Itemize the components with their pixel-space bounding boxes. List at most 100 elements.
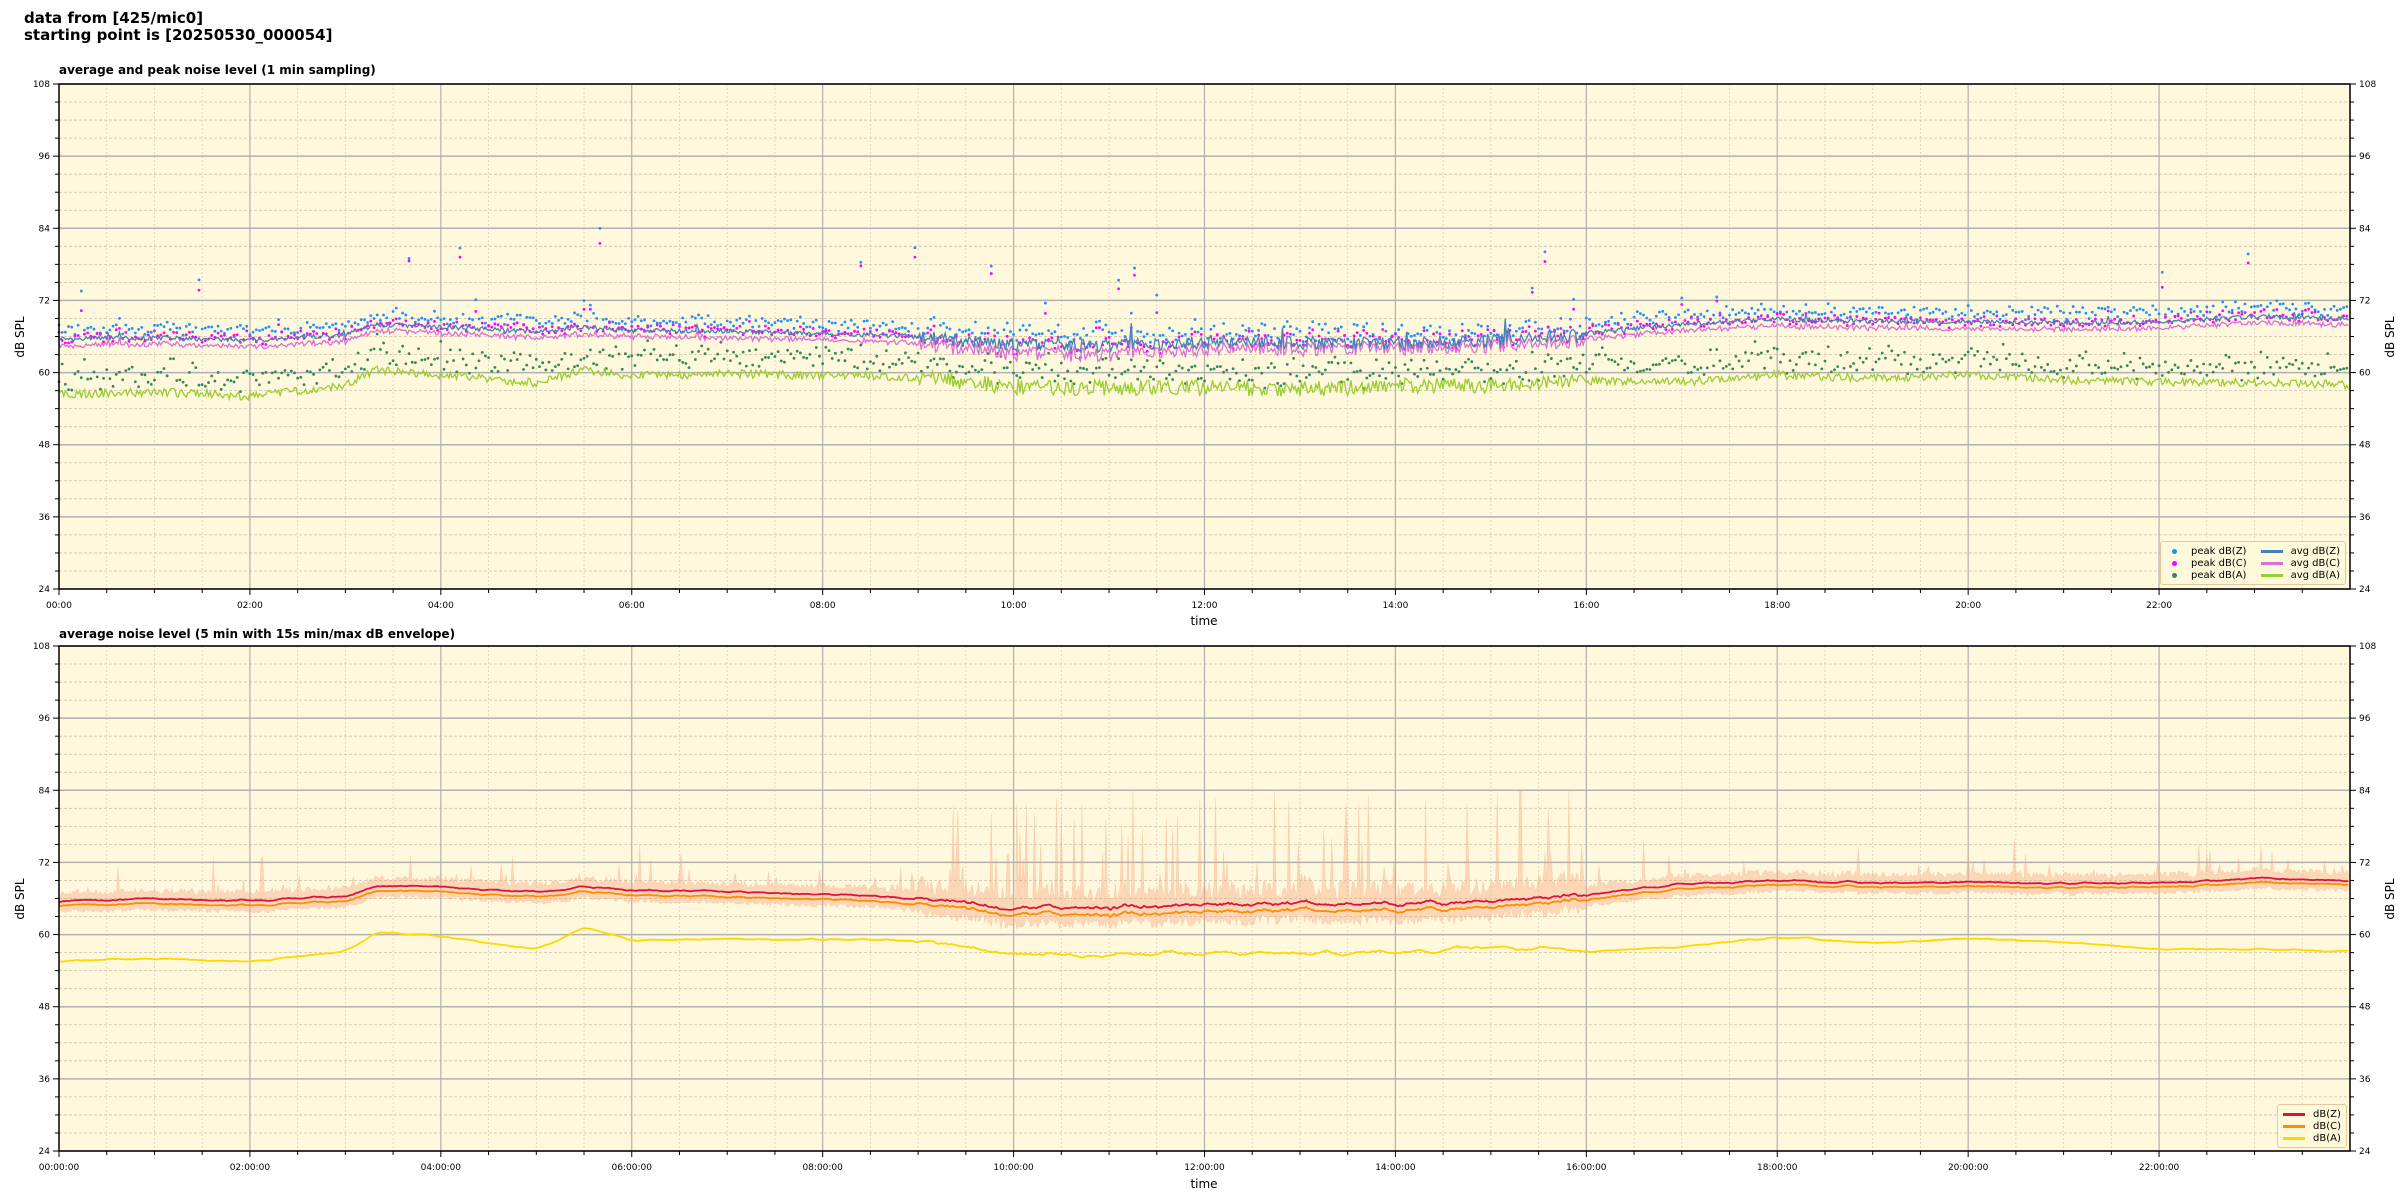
peak-point-z <box>1763 307 1766 311</box>
peak-point-c <box>1308 331 1311 335</box>
peak-point-z <box>1365 322 1369 325</box>
peak-point-a <box>1349 361 1353 365</box>
peak-point-z <box>598 226 602 230</box>
peak-point-z <box>258 329 261 332</box>
y-tick-label-left: 96 <box>39 714 51 724</box>
peak-point-a <box>544 368 548 372</box>
peak-point-a <box>1406 368 1410 372</box>
peak-point-a <box>1209 368 1213 371</box>
peak-point-c <box>1559 327 1563 330</box>
peak-point-a <box>964 372 968 375</box>
peak-point-z <box>907 329 910 333</box>
peak-point-a <box>1763 366 1766 370</box>
peak-point-z <box>2275 299 2279 303</box>
peak-point-z <box>830 321 834 325</box>
peak-point-a <box>401 344 405 348</box>
peak-point-a <box>1686 371 1690 375</box>
peak-point-a <box>1896 353 1900 357</box>
peak-point-z <box>458 246 462 250</box>
peak-point-z <box>200 327 204 331</box>
y-tick-label-left: 96 <box>39 152 51 162</box>
peak-point-a <box>595 363 599 367</box>
peak-point-z <box>1193 318 1197 321</box>
peak-point-c <box>2218 313 2221 317</box>
peak-point-a <box>445 360 449 364</box>
peak-point-c <box>86 331 90 335</box>
peak-point-a <box>2323 372 2326 376</box>
peak-point-a <box>763 355 767 359</box>
peak-point-c <box>490 325 494 329</box>
peak-point-a <box>875 354 879 358</box>
peak-point-z <box>1260 322 1264 326</box>
peak-point-a <box>1285 362 1289 366</box>
peak-point-z <box>168 328 172 331</box>
peak-point-a <box>1190 365 1194 369</box>
peak-point-a <box>197 383 201 387</box>
peak-point-c <box>967 333 971 337</box>
y-tick-label-right: 48 <box>2359 441 2371 451</box>
peak-point-z <box>1136 330 1140 333</box>
peak-point-c <box>748 319 751 323</box>
peak-point-c <box>849 332 853 336</box>
x-tick-label: 04:00:00 <box>421 1163 462 1173</box>
peak-point-z <box>404 313 408 317</box>
peak-point-c <box>827 329 831 333</box>
peak-point-z <box>140 325 144 329</box>
peak-point-a <box>1180 366 1184 370</box>
peak-point-z <box>2342 306 2346 309</box>
peak-point-c <box>401 324 405 327</box>
peak-point-a <box>340 370 344 374</box>
peak-point-a <box>1034 363 1038 367</box>
peak-point-z <box>207 325 210 329</box>
peak-point-a <box>483 354 487 358</box>
peak-point-z <box>1530 286 1534 290</box>
peak-point-z <box>2043 306 2046 309</box>
peak-point-a <box>1432 373 1435 376</box>
peak-point-z <box>894 327 898 331</box>
peak-point-a <box>522 368 525 371</box>
peak-point-z <box>2046 307 2050 310</box>
peak-point-a <box>452 359 455 362</box>
peak-point-c <box>1664 328 1668 332</box>
peak-point-c <box>1823 316 1827 320</box>
peak-point-z <box>2208 310 2212 314</box>
peak-point-c <box>2043 317 2046 321</box>
peak-point-a <box>1133 365 1136 368</box>
peak-point-z <box>865 319 869 323</box>
peak-point-z <box>1104 323 1108 327</box>
peak-point-z <box>1731 308 1735 311</box>
peak-point-c <box>2195 314 2199 318</box>
peak-point-z <box>114 323 118 327</box>
peak-point-a <box>1718 359 1722 363</box>
peak-point-a <box>2345 366 2349 370</box>
peak-point-a <box>2173 363 2177 367</box>
peak-point-a <box>1584 370 1588 374</box>
peak-point-a <box>1546 353 1550 357</box>
peak-point-a <box>2275 360 2279 364</box>
peak-point-a <box>1164 377 1168 380</box>
peak-point-a <box>2065 367 2069 370</box>
peak-point-z <box>433 309 436 313</box>
peak-point-c <box>948 339 952 342</box>
peak-point-a <box>2151 362 2155 366</box>
peak-point-c <box>1938 323 1941 327</box>
peak-point-z <box>2160 270 2164 274</box>
peak-point-z <box>662 319 665 323</box>
peak-point-z <box>2001 314 2005 318</box>
peak-point-c <box>1352 334 1356 338</box>
peak-point-a <box>213 379 217 383</box>
peak-point-a <box>821 362 825 366</box>
peak-point-z <box>588 303 592 307</box>
peak-point-z <box>1864 310 1868 314</box>
peak-point-z <box>2100 307 2104 310</box>
y-tick-label-left: 60 <box>39 931 51 941</box>
y-tick-label-right: 108 <box>2359 80 2376 90</box>
peak-point-a <box>1826 345 1830 349</box>
peak-point-c <box>172 330 175 334</box>
y-tick-label-left: 24 <box>39 585 51 595</box>
peak-point-c <box>2262 308 2266 311</box>
peak-point-a <box>464 363 468 367</box>
peak-point-a <box>1938 353 1941 356</box>
peak-point-z <box>305 321 309 324</box>
peak-point-c <box>1960 317 1964 321</box>
